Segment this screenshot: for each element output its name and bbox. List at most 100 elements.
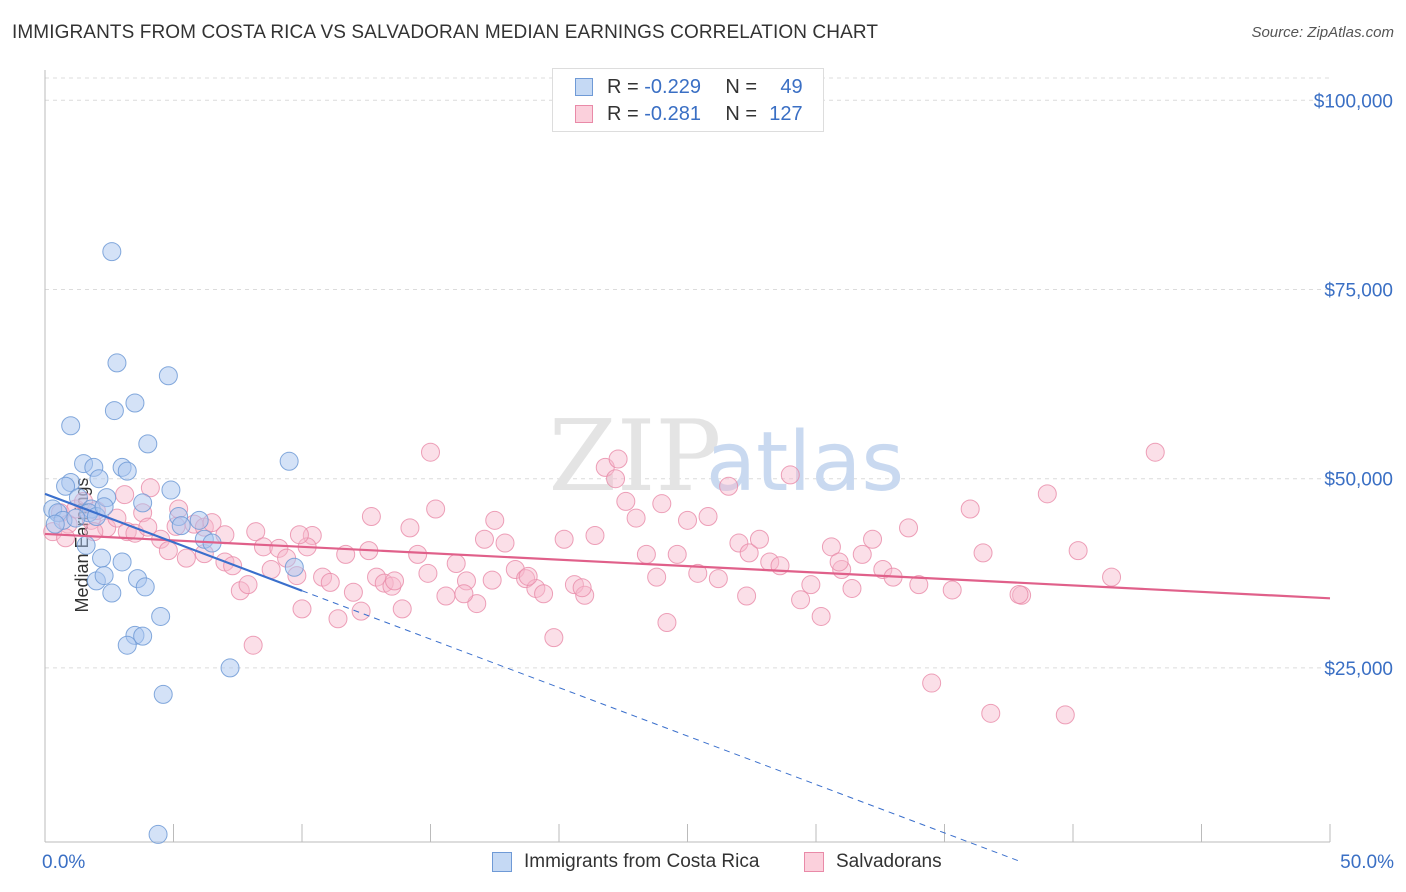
costa-rica-point — [92, 548, 112, 568]
x-tick-min: 0.0% — [42, 852, 86, 873]
salvadorans-trend-line — [44, 532, 1331, 600]
costa-rica-point — [151, 606, 171, 626]
salvadoran-point — [223, 556, 243, 576]
salvadoran-point — [454, 584, 474, 604]
legend-n-value: 127 — [769, 102, 803, 125]
costa-rica-point — [102, 242, 122, 262]
costa-rica-point — [117, 461, 137, 481]
salvadoran-point — [1068, 541, 1088, 561]
costa-rica-point — [45, 514, 65, 534]
salvadoran-point — [1055, 705, 1075, 725]
costa-rica-point — [102, 583, 122, 603]
grid-lines — [45, 77, 1330, 669]
costa-rica-point — [61, 416, 81, 436]
salvadoran-point — [852, 544, 872, 564]
costa-rica-point — [125, 393, 145, 413]
costa-rica-point — [284, 557, 304, 577]
y-tick-labels: $25,000 $50,000 $75,000 $100,000 — [1314, 91, 1393, 680]
salvadoran-point — [575, 585, 595, 605]
salvadoran-point — [518, 566, 538, 586]
series-legend-salvadorans[interactable]: Salvadorans — [804, 851, 942, 873]
salvadoran-point — [230, 581, 250, 601]
legend-row-salvadorans: R = -0.281 N = 127 — [575, 101, 803, 127]
source-label[interactable]: Source: ZipAtlas.com — [1251, 24, 1394, 41]
salvadoran-point — [238, 575, 258, 595]
y-tick-label: $75,000 — [1324, 280, 1393, 301]
salvadoran-point — [534, 584, 554, 604]
salvadoran-point — [554, 529, 574, 549]
chart-title: IMMIGRANTS FROM COSTA RICA VS SALVADORAN… — [12, 22, 879, 43]
salvadoran-point — [909, 575, 929, 595]
salvadoran-point — [289, 525, 309, 545]
costa-rica-point — [112, 552, 132, 572]
salvadoran-point — [873, 560, 893, 580]
series-label-costa-rica: Immigrants from Costa Rica — [524, 851, 760, 872]
series-legend-costa-rica[interactable]: Immigrants from Costa Rica — [492, 851, 759, 873]
salvadoran-point — [616, 491, 636, 511]
salvadoran-point — [408, 544, 428, 564]
salvadoran-point — [572, 578, 592, 598]
salvadoran-point — [821, 537, 841, 557]
salvadoran-point — [842, 578, 862, 598]
salvadoran-point — [269, 538, 289, 558]
costa-rica-point — [148, 824, 168, 844]
legend-row-costa-rica: R = -0.229 N = 49 — [575, 74, 803, 100]
salvadoran-point — [495, 533, 515, 553]
salvadoran-point — [1145, 442, 1165, 462]
salvadoran-point — [973, 543, 993, 563]
salvadoran-point — [708, 569, 728, 589]
salvadoran-point — [328, 609, 348, 629]
costa-rica-points — [43, 242, 304, 844]
salvadoran-point — [899, 518, 919, 538]
salvadoran-point — [482, 570, 502, 590]
salvadoran-point — [942, 580, 962, 600]
costa-rica-point — [135, 577, 155, 597]
salvadoran-point — [246, 522, 266, 542]
series-swatch-blue — [492, 852, 512, 872]
salvadoran-point — [652, 494, 672, 514]
salvadoran-point — [292, 599, 312, 619]
salvadoran-point — [485, 510, 505, 530]
salvadoran-point — [564, 575, 584, 595]
salvadoran-point — [606, 469, 626, 489]
salvadoran-point — [1009, 585, 1029, 605]
costa-rica-point — [279, 451, 299, 471]
salvadoran-point — [253, 537, 273, 557]
salvadoran-point — [688, 563, 708, 583]
watermark-zip: ZIP — [549, 400, 722, 514]
salvadoran-point — [436, 586, 456, 606]
costa-rica-point — [117, 635, 137, 655]
salvadoran-point — [811, 606, 831, 626]
series-label-salvadorans: Salvadorans — [836, 851, 942, 872]
costa-rica-trend-extension — [301, 590, 1022, 863]
costa-rica-point — [94, 566, 114, 586]
salvadoran-point — [400, 518, 420, 538]
costa-rica-point — [220, 658, 240, 678]
costa-rica-point — [133, 493, 153, 513]
salvadoran-point — [418, 563, 438, 583]
salvadoran-point — [367, 567, 387, 587]
costa-rica-point — [104, 401, 124, 421]
salvadoran-point — [729, 533, 749, 553]
costa-rica-point — [171, 516, 191, 536]
salvadoran-point — [1037, 484, 1057, 504]
trend-lines — [44, 492, 1331, 863]
costa-rica-point — [138, 434, 158, 454]
salvadoran-point — [801, 575, 821, 595]
salvadoran-point — [343, 582, 363, 602]
legend-r-label: R = — [607, 75, 639, 98]
legend-r-label: R = — [607, 102, 639, 125]
salvadoran-point — [636, 544, 656, 564]
costa-rica-point — [161, 480, 181, 500]
salvadoran-point — [791, 590, 811, 610]
legend-swatch-blue — [575, 78, 593, 96]
costa-rica-point — [133, 626, 153, 646]
salvadoran-point — [657, 613, 677, 633]
y-tick-label: $50,000 — [1324, 470, 1393, 491]
costa-rica-point — [153, 684, 173, 704]
salvadoran-point — [446, 553, 466, 573]
salvadoran-point — [749, 529, 769, 549]
salvadoran-point — [737, 586, 757, 606]
salvadoran-point — [361, 507, 381, 527]
salvadoran-point — [863, 529, 883, 549]
